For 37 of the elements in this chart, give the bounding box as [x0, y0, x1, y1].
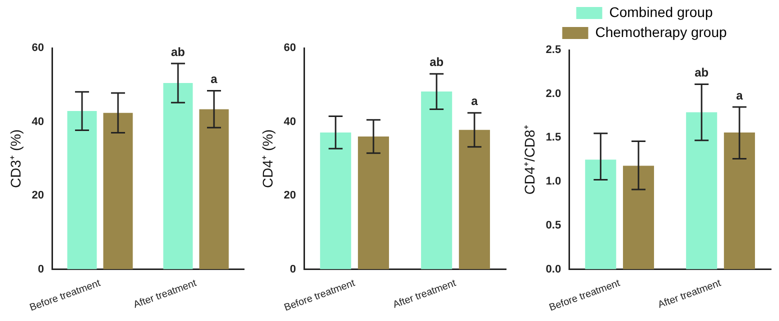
y-tick-label: 0.5	[546, 219, 562, 232]
y-tick-label: 1.5	[546, 132, 562, 144]
y-tick-label: 2.5	[546, 44, 562, 56]
data-label: ab	[694, 66, 709, 80]
y-tick-label: 0	[38, 263, 44, 276]
y-tick-label: 0.0	[546, 263, 562, 276]
y-tick-label: 2.0	[546, 88, 562, 100]
bar	[320, 132, 352, 270]
y-tick-label: 1.0	[546, 176, 562, 188]
bar	[163, 83, 193, 270]
bar	[421, 92, 452, 270]
bar	[622, 166, 654, 270]
data-label: a	[210, 72, 218, 86]
bar	[103, 112, 133, 270]
y-tick-label: 60	[32, 42, 44, 54]
y-axis-title: CD3⁺ (%)	[7, 129, 24, 188]
y-tick-label: 40	[32, 116, 44, 128]
bar	[585, 160, 616, 270]
bar	[458, 130, 490, 270]
bar	[199, 109, 229, 270]
data-label: a	[736, 88, 744, 102]
y-tick-label: 20	[32, 190, 44, 202]
y-tick-label: 20	[284, 190, 296, 202]
data-label: a	[471, 94, 478, 108]
bar	[67, 111, 97, 270]
bar	[358, 136, 389, 270]
y-axis-title: CD4⁺ (%)	[259, 129, 276, 188]
y-tick-label: 60	[284, 42, 296, 54]
bar	[686, 112, 718, 270]
y-tick-label: 40	[284, 116, 296, 128]
data-label: ab	[430, 55, 444, 70]
y-tick-label: 0	[290, 263, 296, 276]
data-label: ab	[171, 44, 186, 59]
y-axis-title: CD4⁺/CD8⁺	[521, 124, 538, 195]
legend-label: Combined group	[609, 4, 713, 20]
bar	[724, 132, 755, 270]
legend-label: Chemotherapy group	[595, 24, 727, 40]
